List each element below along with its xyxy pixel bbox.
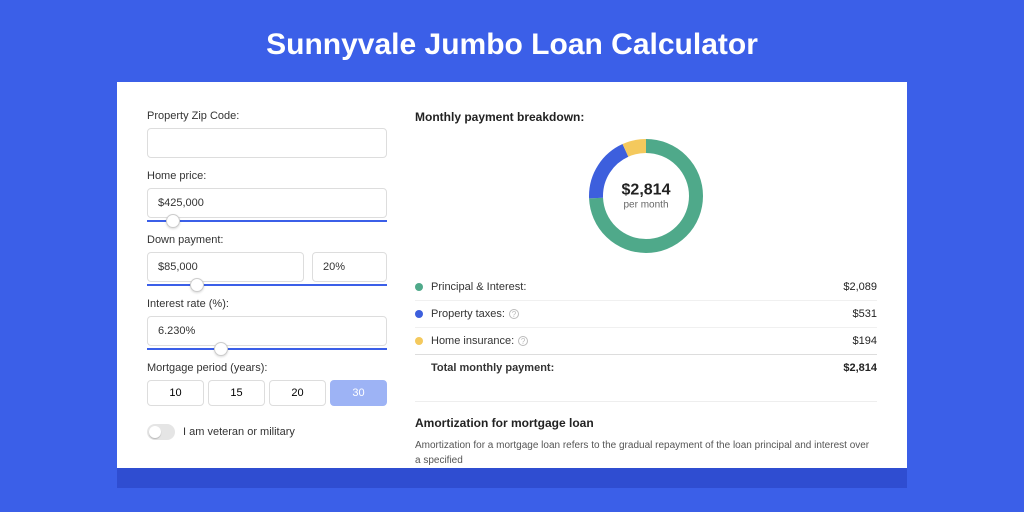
mortgage-period-group: 10 15 20 30 xyxy=(147,380,387,406)
legend-label: Principal & Interest: xyxy=(431,281,843,293)
legend-row: Home insurance:?$194 xyxy=(415,327,877,354)
legend-row: Property taxes:?$531 xyxy=(415,300,877,327)
zip-input[interactable] xyxy=(147,128,387,158)
legend-row: Principal & Interest:$2,089 xyxy=(415,274,877,300)
veteran-toggle-knob xyxy=(149,426,161,438)
form-column: Property Zip Code: Home price: Down paym… xyxy=(147,110,387,468)
breakdown-title: Monthly payment breakdown: xyxy=(415,110,877,124)
donut-chart: $2,814 per month xyxy=(586,136,706,256)
legend-value: $194 xyxy=(853,335,877,347)
legend-value: $531 xyxy=(853,308,877,320)
legend-value: $2,089 xyxy=(843,281,877,293)
interest-rate-slider[interactable] xyxy=(147,348,387,350)
amortization-title: Amortization for mortgage loan xyxy=(415,401,877,430)
info-icon[interactable]: ? xyxy=(509,309,519,319)
mortgage-period-label: Mortgage period (years): xyxy=(147,362,387,374)
period-option-30[interactable]: 30 xyxy=(330,380,387,406)
legend-total-row: Total monthly payment:$2,814 xyxy=(415,354,877,381)
donut-chart-wrap: $2,814 per month xyxy=(415,136,877,256)
down-payment-slider-thumb[interactable] xyxy=(190,278,204,292)
donut-sub: per month xyxy=(622,200,671,211)
period-option-20[interactable]: 20 xyxy=(269,380,326,406)
down-payment-input[interactable] xyxy=(147,252,304,282)
interest-rate-label: Interest rate (%): xyxy=(147,298,387,310)
veteran-label: I am veteran or military xyxy=(183,426,295,438)
legend-dot xyxy=(415,337,423,345)
home-price-slider-thumb[interactable] xyxy=(166,214,180,228)
zip-label: Property Zip Code: xyxy=(147,110,387,122)
home-price-slider[interactable] xyxy=(147,220,387,222)
total-value: $2,814 xyxy=(843,362,877,374)
home-price-input[interactable] xyxy=(147,188,387,218)
card-shadow: Property Zip Code: Home price: Down paym… xyxy=(117,82,907,488)
amortization-body: Amortization for a mortgage loan refers … xyxy=(415,438,877,468)
legend-dot xyxy=(415,310,423,318)
legend: Principal & Interest:$2,089Property taxe… xyxy=(415,274,877,381)
legend-dot xyxy=(415,283,423,291)
calculator-card: Property Zip Code: Home price: Down paym… xyxy=(117,82,907,468)
veteran-toggle[interactable] xyxy=(147,424,175,440)
legend-label: Home insurance:? xyxy=(431,335,853,347)
veteran-row: I am veteran or military xyxy=(147,424,387,440)
interest-rate-input[interactable] xyxy=(147,316,387,346)
donut-amount: $2,814 xyxy=(622,182,671,200)
down-payment-percent-input[interactable] xyxy=(312,252,387,282)
total-label: Total monthly payment: xyxy=(431,362,843,374)
period-option-10[interactable]: 10 xyxy=(147,380,204,406)
info-icon[interactable]: ? xyxy=(518,336,528,346)
period-option-15[interactable]: 15 xyxy=(208,380,265,406)
legend-label: Property taxes:? xyxy=(431,308,853,320)
donut-center: $2,814 per month xyxy=(622,182,671,211)
down-payment-label: Down payment: xyxy=(147,234,387,246)
breakdown-column: Monthly payment breakdown: $2,814 per mo… xyxy=(415,110,877,468)
down-payment-slider[interactable] xyxy=(147,284,387,286)
page-title: Sunnyvale Jumbo Loan Calculator xyxy=(0,0,1024,82)
interest-rate-slider-thumb[interactable] xyxy=(214,342,228,356)
home-price-label: Home price: xyxy=(147,170,387,182)
